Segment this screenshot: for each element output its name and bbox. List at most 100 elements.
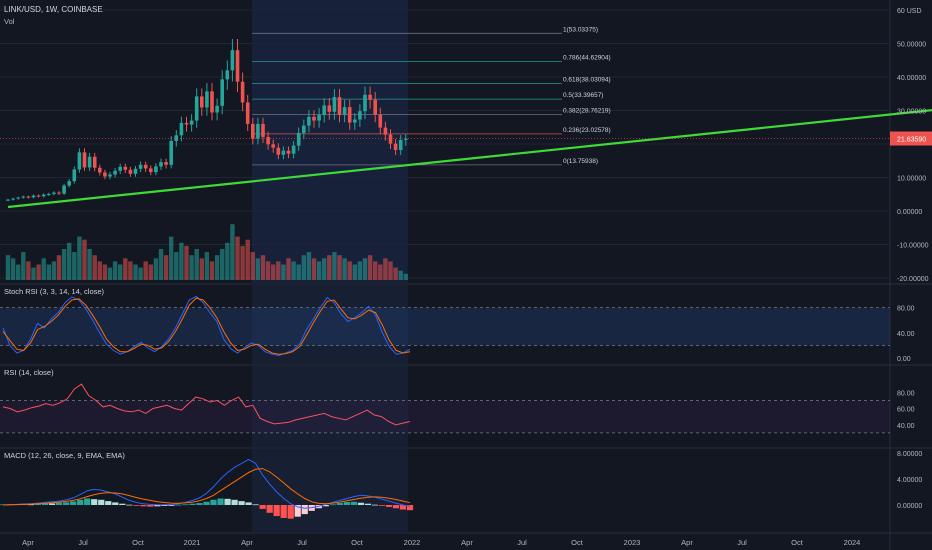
volume-bar <box>306 252 312 280</box>
indicator-series-line <box>2 383 411 426</box>
volume-bar <box>393 267 398 280</box>
volume-bar <box>245 239 250 280</box>
volume-bar <box>367 255 373 280</box>
volume-bar <box>204 252 210 280</box>
volume-bar <box>250 252 255 280</box>
candle-body <box>92 156 97 168</box>
candle-body <box>31 195 36 198</box>
candle-body <box>200 96 204 108</box>
candle-body <box>87 156 92 168</box>
indicator-band <box>0 400 890 433</box>
candle-body <box>21 196 26 198</box>
macd-histogram-bar <box>119 503 126 505</box>
volume-bar <box>102 264 108 280</box>
macd-histogram-bar <box>406 505 414 511</box>
candle-body <box>98 167 102 173</box>
candle-body <box>245 102 250 124</box>
volume-bar <box>240 245 245 280</box>
candle-body <box>11 198 15 200</box>
volume-bar <box>235 236 240 280</box>
candle-body <box>72 169 77 182</box>
candle-body <box>67 181 71 186</box>
fib-level-label: 0.618(38.03094) <box>563 77 611 84</box>
macd-histogram-bar <box>322 505 329 507</box>
volume-bar <box>82 239 87 280</box>
macd-histogram-bar <box>399 505 407 510</box>
candle-body <box>205 91 209 108</box>
selected-range-band <box>252 366 408 447</box>
macd-histogram-bar <box>70 501 77 505</box>
macd-series-line <box>2 468 411 506</box>
time-axis-label: 2023 <box>624 538 641 547</box>
candle-body <box>353 119 357 123</box>
fib-level-label: 0.236(23.02578) <box>563 127 611 134</box>
macd-histogram-bar <box>329 504 336 506</box>
selected-range-band <box>252 449 408 532</box>
candle-body <box>184 122 189 125</box>
macd-histogram-bar <box>343 502 350 505</box>
indicator-tick-label: 60.00 <box>897 407 915 414</box>
candle-body <box>154 166 158 173</box>
candle-body <box>251 123 255 139</box>
macd-histogram-bar <box>280 505 287 518</box>
volume-bar <box>174 252 179 280</box>
macd-histogram-bar <box>182 504 189 506</box>
fib-level-label: 1(53.03375) <box>563 26 598 33</box>
time-axis-label: Jul <box>78 538 88 547</box>
candle-body <box>291 145 296 154</box>
indicator-tick-label: 80.00 <box>897 306 915 313</box>
volume-bar <box>123 258 128 280</box>
time-axis-label: Apr <box>461 538 473 547</box>
volume-bar <box>128 261 133 280</box>
volume-bar <box>5 255 11 280</box>
candle-body <box>327 105 332 112</box>
macd-series-line <box>2 458 411 509</box>
volume-bar <box>61 249 67 280</box>
candle-body <box>108 174 112 177</box>
price-tick-label: -20.00000 <box>897 276 929 283</box>
macd-histogram-bar <box>175 504 182 506</box>
candle-body <box>256 123 260 139</box>
macd-histogram-bar <box>210 499 217 505</box>
indicator-tick-label: 80.00 <box>897 390 915 397</box>
price-tick-label: 50.00000 <box>897 42 926 49</box>
candle-body <box>261 123 265 137</box>
volume-bar <box>163 255 169 280</box>
time-axis-label: Apr <box>22 538 34 547</box>
fib-level-label: 0.5(33.39657) <box>563 92 603 99</box>
candle-body <box>398 139 403 151</box>
candle-body <box>281 150 286 155</box>
candle-body <box>276 147 281 155</box>
volume-label: Vol <box>4 17 15 26</box>
macd-histogram-bar <box>196 503 203 505</box>
volume-bar <box>36 264 41 280</box>
macd-histogram-bar <box>301 505 308 515</box>
macd-histogram-bar <box>27 504 35 506</box>
volume-bar <box>56 255 62 280</box>
candle-body <box>174 135 179 141</box>
indicator-band <box>0 307 890 346</box>
volume-bar <box>67 242 72 280</box>
candle-body <box>113 170 117 175</box>
volume-bar <box>209 261 215 280</box>
macd-histogram-bar <box>203 501 210 505</box>
volume-bar <box>214 255 220 280</box>
volume-bar <box>352 264 357 280</box>
candle-body <box>266 136 270 145</box>
volume-bar <box>398 270 403 280</box>
candle-body <box>123 166 128 170</box>
volume-bar <box>296 264 301 280</box>
candle-body <box>358 111 362 120</box>
macd-tick-label: 0.00000 <box>897 503 922 510</box>
volume-bar <box>281 264 286 280</box>
macd-histogram-bar <box>84 498 91 505</box>
volume-bar <box>230 224 235 280</box>
macd-histogram-bar <box>133 505 140 506</box>
macd-histogram-bar <box>126 504 133 506</box>
indicator-tick-label: 0.00 <box>897 356 911 363</box>
volume-bar <box>378 264 383 280</box>
macd-histogram-bar <box>63 502 70 505</box>
macd-histogram-bar <box>34 503 42 505</box>
